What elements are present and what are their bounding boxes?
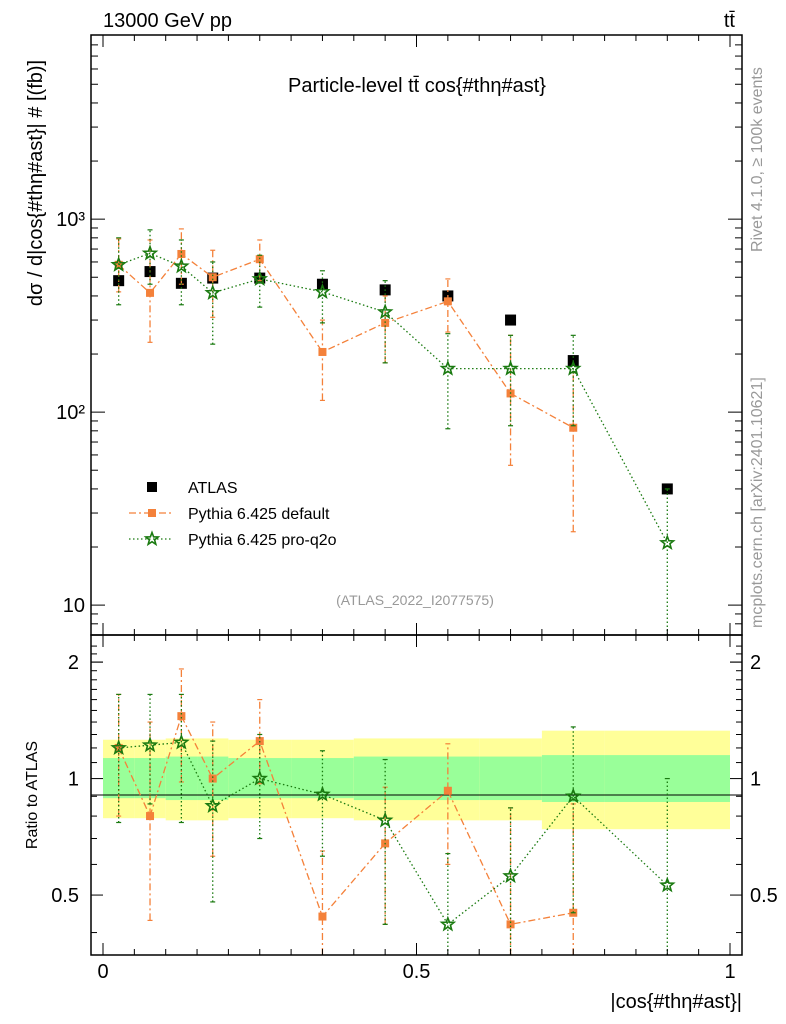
pythia-proq2o-point [502,359,519,376]
uncertainty-band-inner [541,755,605,802]
pythia-default-point [146,288,155,297]
pythia-default-point [381,318,390,327]
pythia-proq2o-point [376,303,394,320]
chart-title: Particle-level tt̄ cos{#thη#ast} [288,75,546,97]
y-tick-label: 10³ [56,209,85,231]
pythia-proq2o-point [173,257,190,274]
ratio-line [118,741,668,926]
energy-label: 13000 GeV pp [103,10,232,32]
pythia-proq2o-point [314,283,331,299]
pythia-proq2o-point [376,811,394,828]
series-pythia-6-425-default [114,228,578,533]
pythia-default-point [318,347,327,356]
pythia-proq2o-point [143,530,161,547]
y-axis-label: dσ / d|cos{#thη#ast}| # [(fb)] [25,60,47,306]
mcplots-reference-label: mcplots.cern.ch [arXiv:2401.10621] [749,377,766,628]
pythia-proq2o-point [204,284,222,300]
pythia-default-point [208,774,217,783]
pythia-proq2o-point [439,915,457,932]
pythia-proq2o-point [314,785,331,802]
legend-label: ATLAS [188,480,238,497]
pythia-proq2o-point [173,733,190,750]
series-pythia-6-425-pro-q2o [110,229,676,636]
ratio-series-pythia-6-425-pro-q2o [110,693,676,955]
pythia-proq2o-point [141,244,159,261]
series-line [118,253,574,429]
pythia-default-point [506,920,515,929]
pythia-proq2o-point [564,359,582,376]
series-atlas [113,266,673,495]
pythia-default-point [443,297,452,306]
y-tick-label: 10² [56,402,85,424]
x-tick-label: 1 [724,961,735,983]
pythia-proq2o-point [439,359,457,376]
ratio-tick-label-left: 1 [68,769,79,791]
pythia-default-point [148,509,156,517]
legend-label: Pythia 6.425 default [188,506,330,523]
pythia-proq2o-point [251,769,269,786]
x-tick-label: 0 [97,961,108,983]
ratio-tick-label-right: 1 [750,769,761,791]
uncertainty-band-inner [479,756,542,801]
pythia-default-point [177,712,186,721]
pythia-default-point [318,912,327,921]
main-panel: 10 10² 10³ Particle-level tt̄ cos{#thη#ast… [25,34,743,636]
pythia-default-point [208,273,217,282]
x-axis-label: |cos{#thη#ast}| [610,991,742,1013]
pythia-default-point [255,255,264,264]
y-tick-label: 10 [63,595,85,617]
rivet-version-label: Rivet 4.1.0, ≥ 100k events [749,67,766,252]
pythia-default-point [146,812,155,821]
pythia-proq2o-point [251,270,269,287]
ratio-tick-label-left: 0.5 [51,885,79,907]
pythia-proq2o-point [204,797,222,814]
pythia-proq2o-point [658,534,676,551]
pythia-proq2o-point [502,867,519,884]
ratio-panel: 0 0.5 1 0.5 0.5 1 1 2 2 Ratio to ATLAS |cos{#thη… [24,634,778,1013]
legend-label: Pythia 6.425 pro-q2o [188,532,337,549]
ratio-tick-label-left: 2 [68,652,79,674]
pythia-default-point [443,786,452,795]
analysis-watermark: (ATLAS_2022_I2077575) [336,592,494,608]
legend: ATLAS Pythia 6.425 default Pythia 6.425 pr… [129,480,337,549]
process-label: tt̄ [724,10,736,32]
pythia-proq2o-point [110,256,128,272]
ratio-tick-label-right: 2 [750,652,761,674]
series-line [118,252,668,544]
pythia-default-point [177,249,186,258]
pythia-proq2o-point [110,739,128,756]
pythia-proq2o-point [564,787,582,804]
pythia-proq2o-point [658,876,676,893]
atlas-data-point [505,314,517,326]
x-tick-label: 0.5 [403,961,431,983]
pythia-default-point [569,423,578,432]
atlas-data-point [147,482,157,492]
ratio-y-axis-label: Ratio to ATLAS [24,741,41,849]
pythia-proq2o-point [141,736,159,753]
ratio-tick-label-right: 0.5 [750,885,778,907]
